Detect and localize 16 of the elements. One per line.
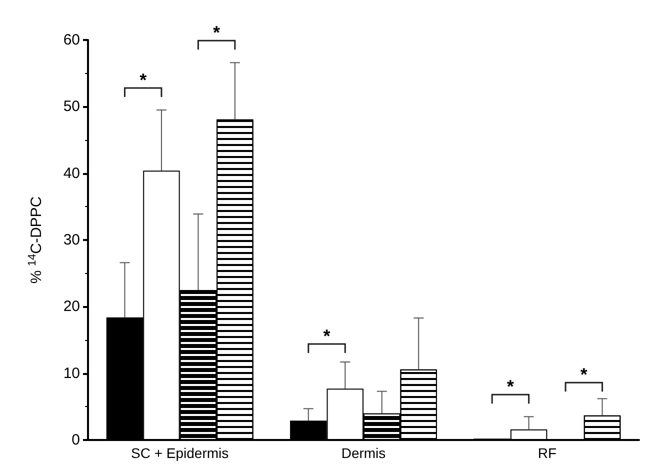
y-tick-label: 40 — [63, 164, 80, 182]
y-tick-label: 50 — [63, 98, 80, 116]
y-tick-label: 60 — [63, 32, 80, 48]
y-tick-label: 0 — [72, 432, 80, 448]
y-tick-label: 30 — [63, 232, 80, 248]
y-tick-label: 10 — [63, 364, 80, 382]
annotation: * — [323, 326, 330, 346]
annotation: * — [506, 376, 514, 397]
x-tick-label: RF — [538, 445, 557, 461]
x-tick-label: Dermis — [341, 445, 386, 461]
annotation: * — [140, 70, 147, 90]
annotation: * — [580, 364, 588, 385]
y-axis-title: % 14C-DPPC — [26, 196, 45, 284]
annotation: * — [213, 22, 220, 43]
x-tick-label: SC + Epidermis — [131, 445, 229, 461]
y-tick-label: 20 — [63, 298, 80, 316]
